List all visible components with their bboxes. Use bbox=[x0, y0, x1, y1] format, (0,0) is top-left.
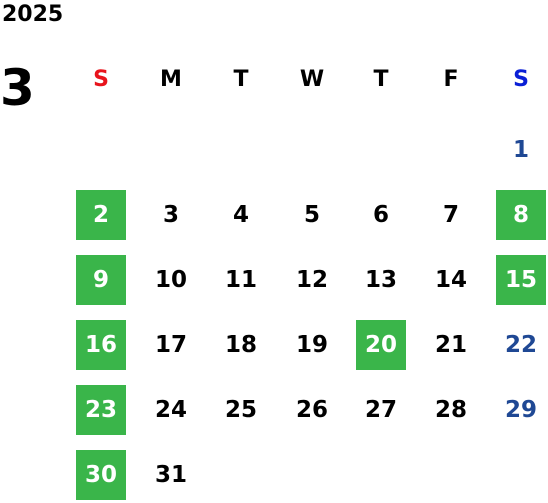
month: 3 bbox=[0, 59, 35, 117]
year: 2025 bbox=[2, 2, 64, 27]
day: 30 bbox=[76, 450, 126, 500]
day: 3 bbox=[162, 202, 179, 228]
day: 12 bbox=[295, 267, 328, 293]
day: 18 bbox=[224, 332, 257, 358]
day: 28 bbox=[434, 397, 467, 423]
day: 10 bbox=[154, 267, 187, 293]
day: 25 bbox=[224, 397, 257, 423]
day: 2 bbox=[76, 190, 126, 240]
day: 21 bbox=[434, 332, 467, 358]
day: 27 bbox=[364, 397, 397, 423]
day: 24 bbox=[154, 397, 187, 423]
weekday-label: W bbox=[299, 67, 325, 92]
weekday-label: F bbox=[443, 67, 459, 92]
weekday-label: S bbox=[513, 67, 529, 92]
day: 11 bbox=[224, 267, 257, 293]
weekday-label: M bbox=[160, 67, 182, 92]
day: 14 bbox=[434, 267, 467, 293]
weekday-label: T bbox=[373, 67, 389, 92]
day: 31 bbox=[154, 462, 187, 488]
day: 13 bbox=[364, 267, 397, 293]
day: 17 bbox=[154, 332, 187, 358]
day: 22 bbox=[504, 332, 537, 358]
weekday-label: T bbox=[233, 67, 249, 92]
day: 29 bbox=[504, 397, 537, 423]
day: 4 bbox=[232, 202, 249, 228]
day: 19 bbox=[295, 332, 328, 358]
day: 16 bbox=[76, 320, 126, 370]
day: 9 bbox=[76, 255, 126, 305]
day: 15 bbox=[496, 255, 546, 305]
weekday-label: S bbox=[93, 67, 109, 92]
day: 8 bbox=[496, 190, 546, 240]
day: 5 bbox=[303, 202, 320, 228]
day: 20 bbox=[356, 320, 406, 370]
day: 1 bbox=[512, 137, 529, 163]
day: 6 bbox=[372, 202, 389, 228]
day: 7 bbox=[442, 202, 459, 228]
day: 23 bbox=[76, 385, 126, 435]
day: 26 bbox=[295, 397, 328, 423]
